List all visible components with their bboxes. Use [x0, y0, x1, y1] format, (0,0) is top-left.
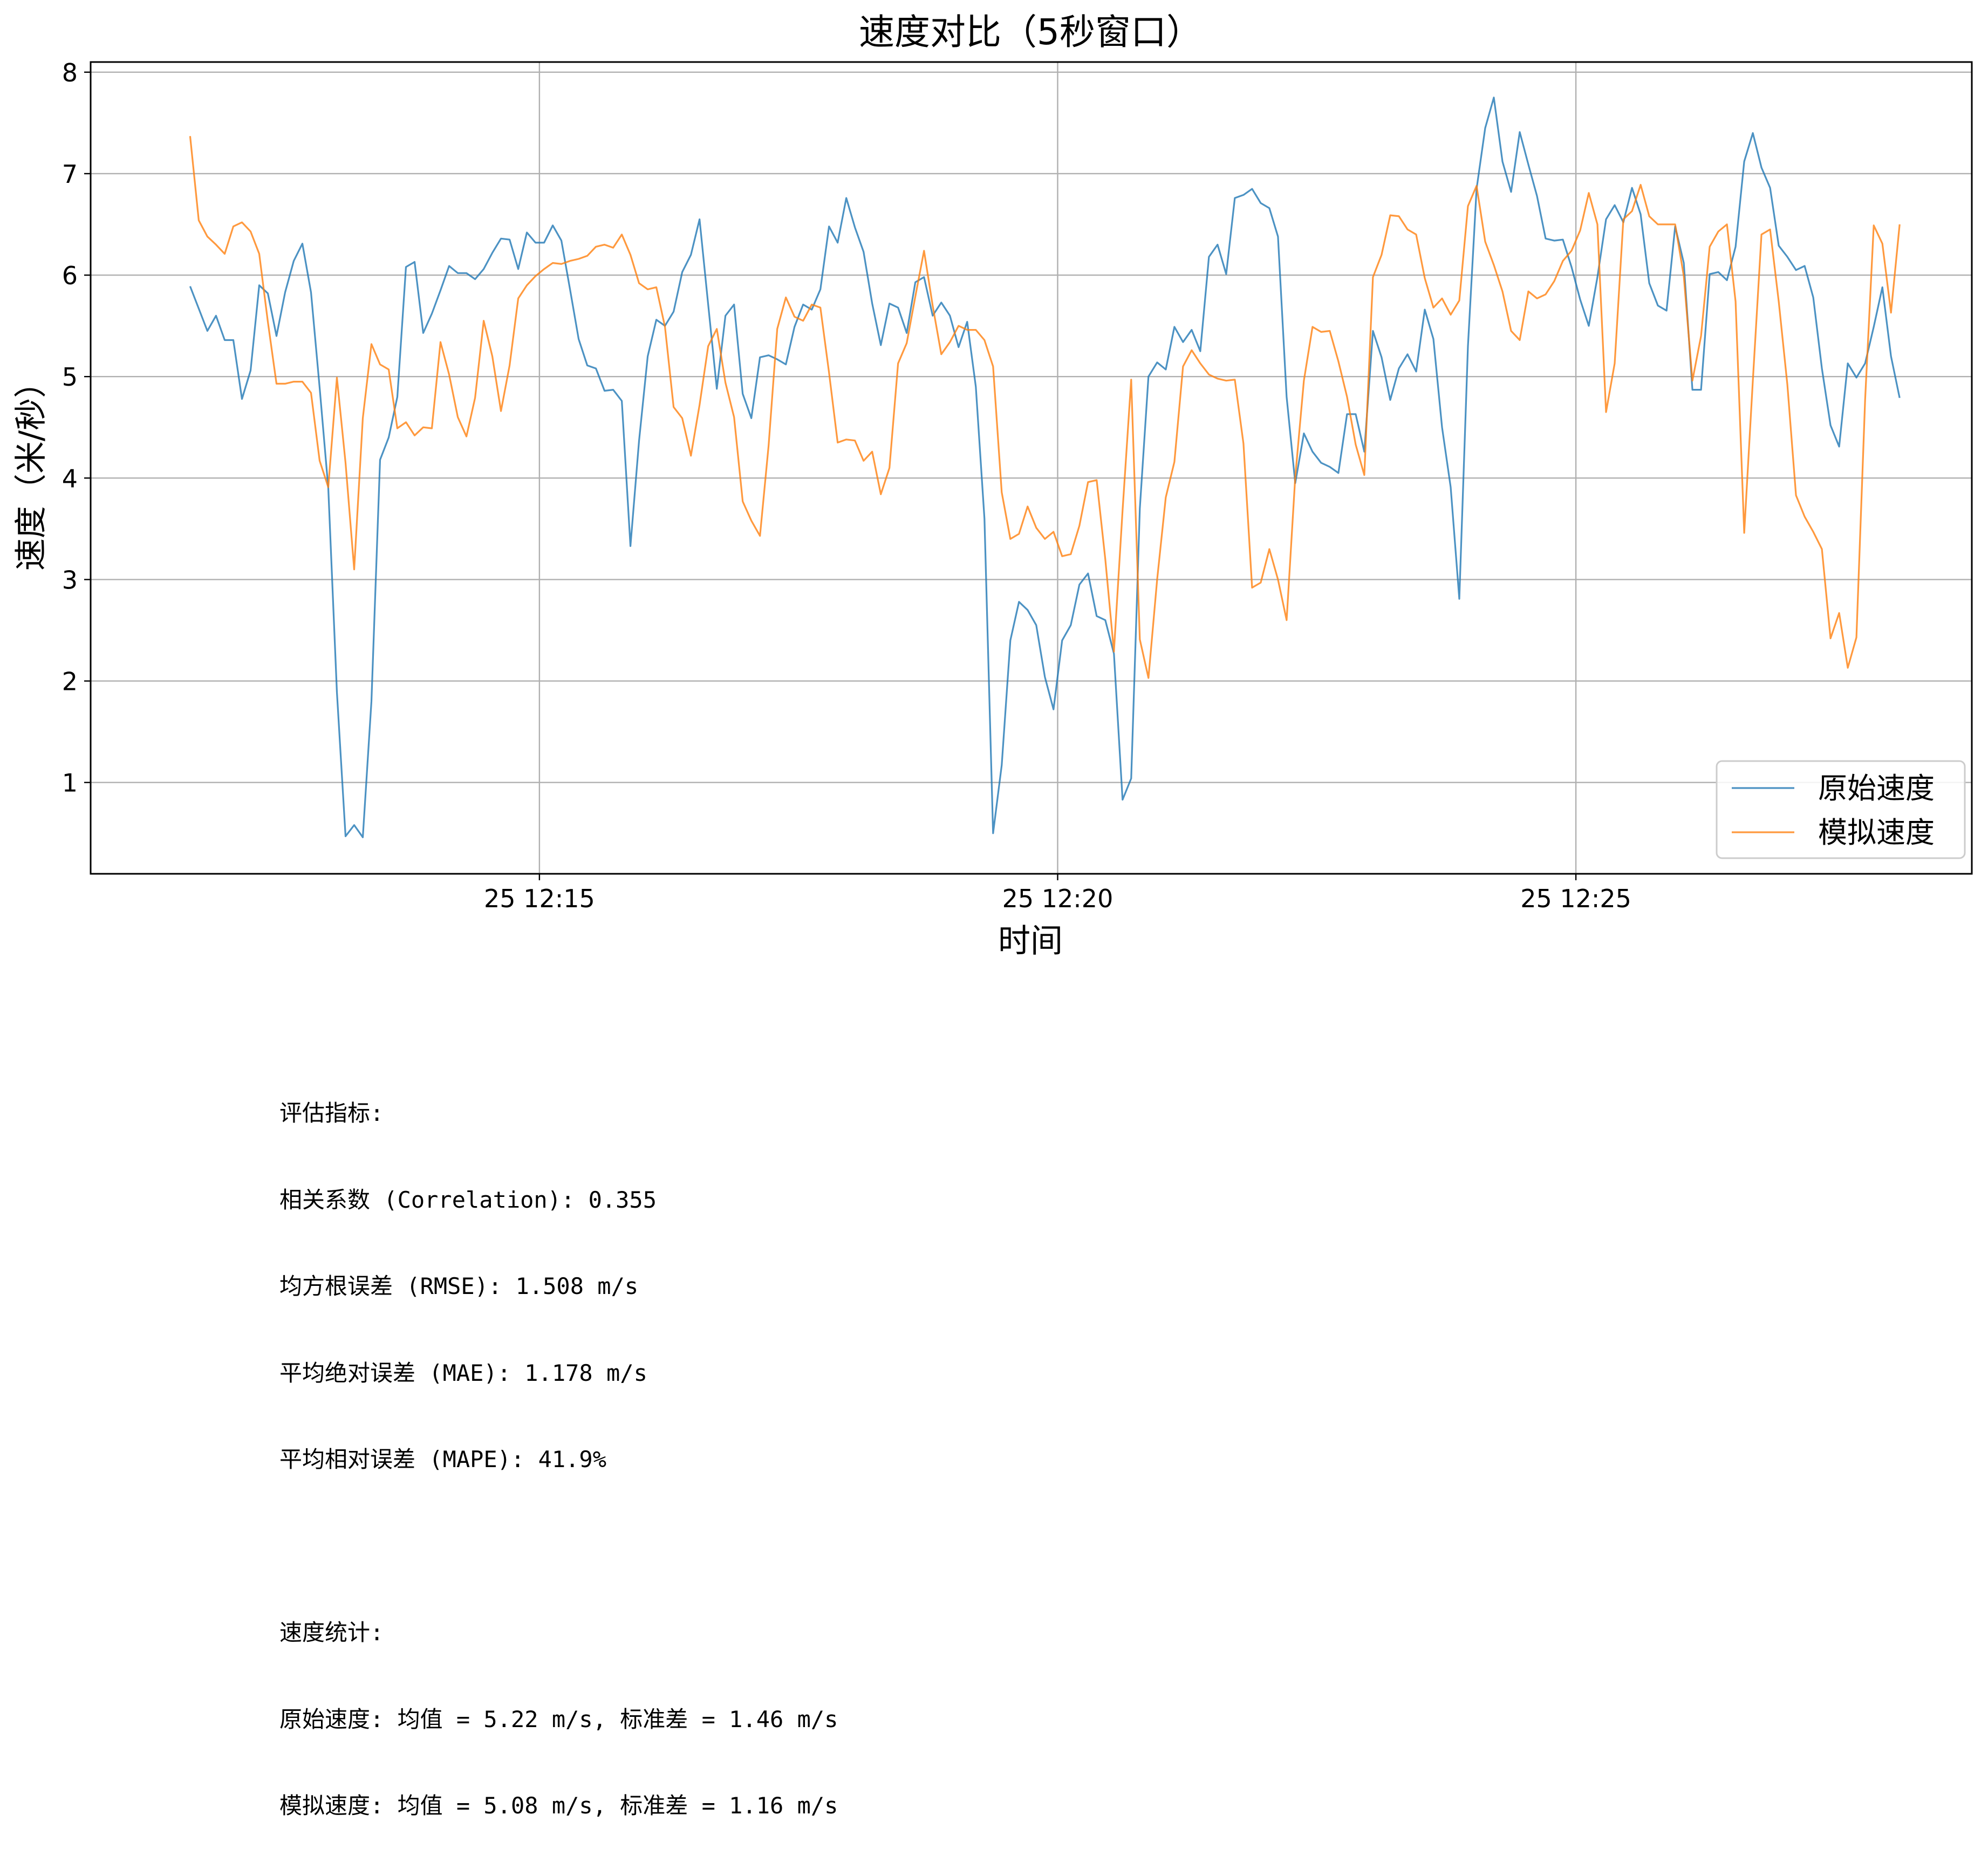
- legend: 原始速度 模拟速度: [1716, 760, 1966, 859]
- plot-frame: [90, 61, 1973, 875]
- x-tick-label: 25 12:25: [1520, 884, 1631, 913]
- y-tick-label: 5: [62, 362, 78, 392]
- x-tick-label: 25 12:20: [1002, 884, 1113, 913]
- axis-ticks: 1 2 3 4 5 6 7 8 25 12:15 25 12:20 25 12:25: [62, 58, 1631, 913]
- y-tick-label: 1: [62, 769, 78, 798]
- x-tick-label: 25 12:15: [484, 884, 595, 913]
- y-tick-label: 8: [62, 58, 78, 87]
- mape-text: 平均相对误差 (MAPE): 41.9%: [279, 1446, 607, 1473]
- grid-lines: [91, 62, 1972, 874]
- chart-title: 速度对比（5秒窗口）: [859, 11, 1202, 53]
- rmse-text: 均方根误差 (RMSE): 1.508 m/s: [279, 1273, 639, 1299]
- series-lines: [189, 97, 1901, 838]
- y-axis-label: 速度（米/秒）: [12, 366, 50, 571]
- y-tick-label: 2: [62, 667, 78, 696]
- metrics-header: 评估指标:: [279, 1100, 384, 1126]
- stats-spacer: [279, 1532, 838, 1561]
- speed-stats-header: 速度统计:: [279, 1619, 384, 1646]
- series-line-orig: [189, 97, 1901, 838]
- y-tick-label: 3: [62, 565, 78, 594]
- stats-panel: 评估指标: 相关系数 (Correlation): 0.355 均方根误差 (R…: [279, 1041, 838, 1849]
- series-line-sim: [189, 136, 1901, 679]
- speed-comparison-chart: 速度对比（5秒窗口） 1 2 3 4 5 6 7 8 25 12:15 25 12:20 25 12…: [12, 11, 1973, 960]
- legend-box: [1716, 760, 1966, 859]
- y-tick-label: 6: [62, 261, 78, 290]
- correlation-text: 相关系数 (Correlation): 0.355: [279, 1186, 657, 1213]
- legend-label-orig: 原始速度: [1818, 771, 1935, 805]
- sim-speed-stats: 模拟速度: 均值 = 5.08 m/s, 标准差 = 1.16 m/s: [279, 1792, 838, 1819]
- mae-text: 平均绝对误差 (MAE): 1.178 m/s: [279, 1359, 647, 1386]
- y-tick-label: 7: [62, 160, 78, 189]
- legend-label-sim: 模拟速度: [1818, 816, 1935, 850]
- orig-speed-stats: 原始速度: 均值 = 5.22 m/s, 标准差 = 1.46 m/s: [279, 1706, 838, 1732]
- y-tick-label: 4: [62, 464, 78, 493]
- x-axis-label: 时间: [998, 922, 1063, 960]
